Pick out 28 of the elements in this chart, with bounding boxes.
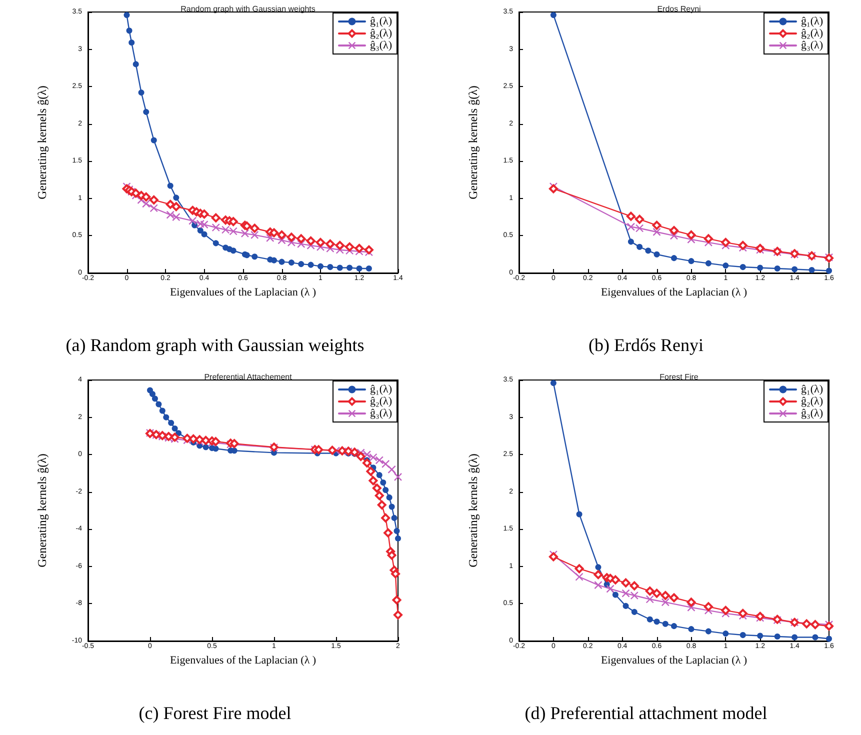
x-axis-title: Eigenvalues of the Laplacian (λ )	[600, 286, 748, 298]
x-axis-title: Eigenvalues of the Laplacian (λ )	[170, 286, 316, 298]
legend-label: ĝ₃(λ)	[370, 408, 392, 420]
chart-title: Preferential Attachement	[204, 372, 293, 382]
chart-title: Forest Fire	[660, 372, 699, 382]
legend-label: ĝ₂(λ)	[370, 28, 392, 40]
x-axis-title: Eigenvalues of the Laplacian (λ )	[600, 654, 748, 666]
legend-label: ĝ₂(λ)	[801, 396, 824, 408]
legend-label: ĝ₃(λ)	[801, 408, 824, 420]
y-axis-title: Generating kernels ĝ(λ)	[35, 86, 49, 200]
text: (c) Forest Fire model	[138, 703, 292, 723]
text: (b) Erdős Renyi	[588, 335, 704, 355]
chart-title: Erdos Reyni	[657, 4, 702, 14]
legend-label: ĝ₁(λ)	[801, 384, 824, 396]
y-axis-title: Generating kernels ĝ(λ)	[35, 454, 49, 568]
legend-label: ĝ₁(λ)	[370, 16, 392, 28]
legend-label: ĝ₁(λ)	[370, 384, 392, 396]
legend-label: ĝ₁(λ)	[801, 16, 824, 28]
legend-label: ĝ₂(λ)	[801, 28, 824, 40]
chart-title: Random graph with Gaussian weights	[180, 4, 316, 14]
x-axis-title: Eigenvalues of the Laplacian (λ )	[170, 654, 316, 666]
y-axis-title: Generating kernels ĝ(λ)	[466, 86, 480, 200]
legend-label: ĝ₃(λ)	[370, 40, 392, 52]
text: (d) Preferential attachment model	[524, 703, 768, 723]
y-axis-title: Generating kernels ĝ(λ)	[466, 454, 480, 568]
text: (a) Random graph with Gaussian weights	[66, 335, 364, 355]
legend-label: ĝ₃(λ)	[801, 40, 824, 52]
legend-label: ĝ₂(λ)	[370, 396, 392, 408]
